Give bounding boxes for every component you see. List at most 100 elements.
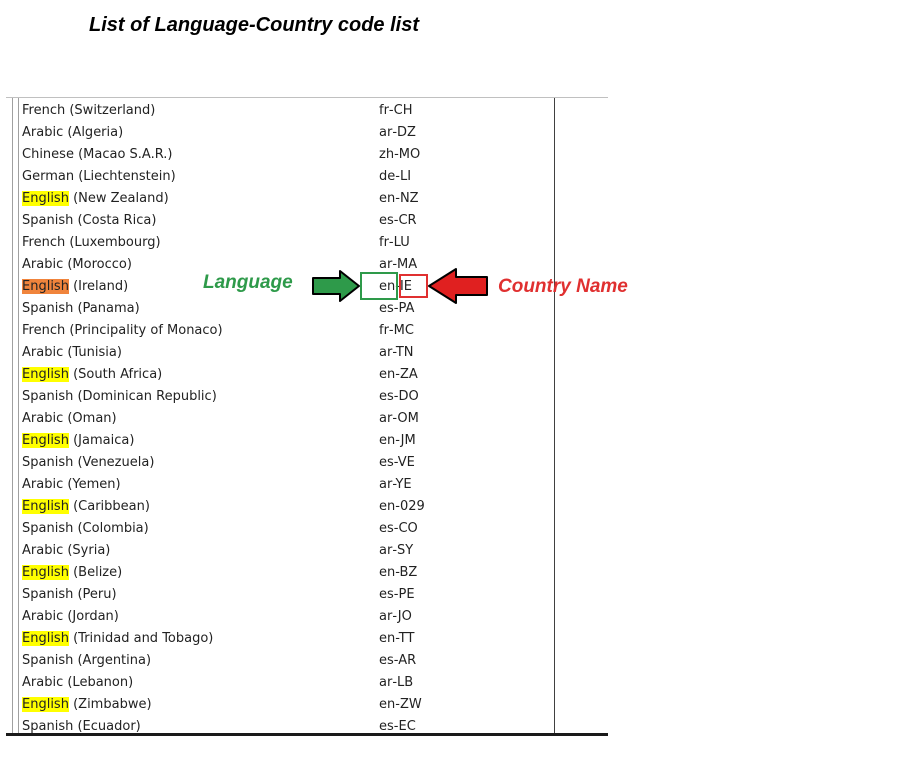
country-name: (Jordan): [67, 609, 119, 624]
list-item: Arabic (Syria) ar-SY: [22, 540, 552, 562]
column-divider: [554, 98, 555, 734]
language-country-name: Spanish (Peru): [22, 584, 117, 606]
country-code: MA: [397, 257, 418, 272]
language-name: English: [22, 697, 69, 712]
language-code: en: [379, 697, 396, 712]
language-name: German: [22, 169, 75, 184]
language-country-name: English (New Zealand): [22, 188, 169, 210]
country-code: VE: [397, 455, 415, 470]
list-item: Arabic (Jordan) ar-JO: [22, 606, 552, 628]
language-country-name: Spanish (Venezuela): [22, 452, 154, 474]
country-code: MC: [393, 323, 414, 338]
country-name: (Switzerland): [69, 103, 156, 118]
code-separator: -: [392, 477, 396, 492]
list-item: Chinese (Macao S.A.R.) zh-MO: [22, 144, 552, 166]
code-separator: -: [392, 257, 398, 272]
language-name: French: [22, 103, 66, 118]
language-code: ar: [379, 411, 393, 426]
language-name: English: [22, 191, 69, 206]
list-item: Arabic (Oman) ar-OM: [22, 408, 552, 430]
language-code: en: [379, 565, 396, 580]
code-separator: -: [393, 213, 399, 228]
list-item: Arabic (Yemen) ar-YE: [22, 474, 552, 496]
country-code: CO: [398, 521, 418, 536]
language-country-name: English (Caribbean): [22, 496, 150, 518]
language-country-name: Chinese (Macao S.A.R.): [22, 144, 173, 166]
country-code: ZW: [399, 697, 422, 712]
panel-bottom-border: [6, 733, 608, 736]
country-name: (Oman): [67, 411, 117, 426]
country-code: ZA: [399, 367, 418, 382]
list-item: Spanish (Colombia) es-CO: [22, 518, 552, 540]
locale-code: en-JM: [379, 430, 416, 452]
list-item: English (New Zealand) en-NZ: [22, 188, 552, 210]
language-code: es: [379, 213, 394, 228]
list-item: Spanish (Ecuador) es-EC: [22, 716, 552, 738]
language-name: Arabic: [22, 609, 64, 624]
language-country-name: English (Jamaica): [22, 430, 134, 452]
list-item: Arabic (Morocco) ar-MA: [22, 254, 552, 276]
list-item: English (Belize) en-BZ: [22, 562, 552, 584]
list-item: Spanish (Dominican Republic) es-DO: [22, 386, 552, 408]
code-separator: -: [392, 125, 398, 140]
language-country-name: English (Ireland): [22, 276, 128, 298]
list-item: Arabic (Tunisia) ar-TN: [22, 342, 552, 364]
language-name: Arabic: [22, 477, 64, 492]
code-separator: -: [392, 609, 398, 624]
country-name: (Colombia): [77, 521, 149, 536]
country-code: BZ: [399, 565, 418, 580]
language-code: en: [379, 191, 396, 206]
language-country-name: Arabic (Tunisia): [22, 342, 122, 364]
page-title: List of Language-Country code list: [89, 14, 420, 36]
code-separator: -: [393, 653, 399, 668]
language-country-name: German (Liechtenstein): [22, 166, 176, 188]
list-item: English (Jamaica) en-JM: [22, 430, 552, 452]
locale-code: en-ZW: [379, 694, 422, 716]
panel-top-border: [6, 97, 608, 98]
language-code: ar: [379, 675, 393, 690]
list-item: Spanish (Argentina) es-AR: [22, 650, 552, 672]
country-name: (Yemen): [67, 477, 121, 492]
list-item: German (Liechtenstein) de-LI: [22, 166, 552, 188]
language-country-name: French (Principality of Monaco): [22, 320, 223, 342]
language-country-name: Arabic (Lebanon): [22, 672, 133, 694]
list-item: English (Caribbean) en-029: [22, 496, 552, 518]
country-code: LI: [399, 169, 412, 184]
language-country-name: Arabic (Oman): [22, 408, 117, 430]
country-name: (Belize): [73, 565, 123, 580]
list-item: English (Ireland) en-IE: [22, 276, 552, 298]
country-name: (Principality of Monaco): [69, 323, 223, 338]
country-name: (Morocco): [67, 257, 132, 272]
language-name: English: [22, 631, 69, 646]
locale-code: fr-LU: [379, 232, 410, 254]
language-code: en: [379, 433, 396, 448]
country-name: (New Zealand): [73, 191, 169, 206]
code-separator: -: [393, 301, 399, 316]
language-country-name: English (Zimbabwe): [22, 694, 152, 716]
language-name: Arabic: [22, 345, 64, 360]
language-code: en: [379, 367, 396, 382]
locale-code: es-AR: [379, 650, 416, 672]
locale-code: es-VE: [379, 452, 415, 474]
code-separator: -: [395, 191, 400, 206]
country-code: TT: [398, 631, 415, 646]
language-country-name: French (Luxembourg): [22, 232, 161, 254]
language-code: ar: [379, 543, 393, 558]
language-name: French: [22, 235, 66, 250]
country-name: (Ireland): [73, 279, 129, 294]
list-item: English (South Africa) en-ZA: [22, 364, 552, 386]
code-separator: -: [393, 389, 399, 404]
language-country-name: Spanish (Dominican Republic): [22, 386, 217, 408]
language-country-name: Spanish (Panama): [22, 298, 140, 320]
locale-code: en-TT: [379, 628, 414, 650]
language-annotation-label: Language: [203, 272, 293, 293]
country-name: (Ecuador): [77, 719, 141, 734]
country-name: (South Africa): [73, 367, 163, 382]
list-item: French (Principality of Monaco) fr-MC: [22, 320, 552, 342]
code-separator: -: [393, 587, 399, 602]
list-item: Arabic (Lebanon) ar-LB: [22, 672, 552, 694]
language-code-highlight-box: [360, 272, 398, 300]
code-separator: -: [393, 521, 399, 536]
locale-code: de-LI: [379, 166, 411, 188]
locale-code: fr-CH: [379, 100, 412, 122]
